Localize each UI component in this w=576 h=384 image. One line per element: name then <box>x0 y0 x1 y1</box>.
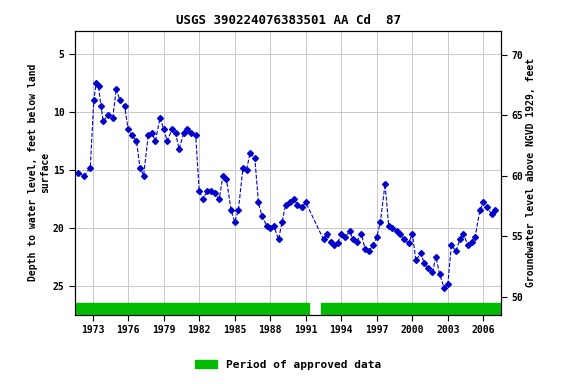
Title: USGS 390224076383501 AA Cd  87: USGS 390224076383501 AA Cd 87 <box>176 14 400 27</box>
Y-axis label: Depth to water level, feet below land
surface: Depth to water level, feet below land su… <box>28 64 50 281</box>
Legend: Period of approved data: Period of approved data <box>191 356 385 375</box>
Y-axis label: Groundwater level above NGVD 1929, feet: Groundwater level above NGVD 1929, feet <box>526 58 536 287</box>
